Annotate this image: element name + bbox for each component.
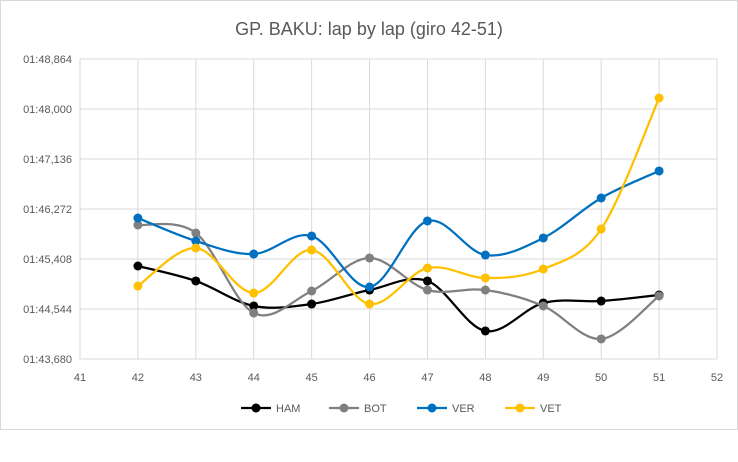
data-point-vet (422, 263, 432, 273)
legend-marker-ham (251, 403, 261, 413)
legend-marker-bot (339, 403, 349, 413)
x-tick-label: 41 (74, 372, 86, 384)
data-point-ham (133, 261, 143, 271)
chart-area: GP. BAKU: lap by lap (giro 42-51) 01:43,… (0, 0, 738, 430)
legend-marker-ver (427, 403, 437, 413)
x-tick-label: 47 (421, 372, 433, 384)
data-point-bot (191, 228, 201, 238)
x-tick-label: 45 (306, 372, 318, 384)
legend-label-bot: BOT (364, 403, 387, 415)
y-tick-label: 01:46,272 (23, 204, 72, 216)
series-line-ham (137, 264, 660, 333)
data-point-ver (480, 250, 490, 260)
y-tick-label: 01:48,000 (23, 104, 72, 116)
data-point-vet (654, 93, 664, 103)
data-point-bot (596, 334, 606, 344)
data-point-ver (654, 166, 664, 176)
data-point-bot (422, 285, 432, 295)
data-point-bot (365, 253, 375, 263)
data-point-vet (133, 281, 143, 291)
legend-label-vet: VET (540, 403, 562, 415)
x-tick-label: 43 (190, 372, 202, 384)
data-point-ham (249, 301, 259, 311)
data-point-ham (596, 296, 606, 306)
y-tick-label: 01:48,864 (23, 54, 72, 66)
chart-title: GP. BAKU: lap by lap (giro 42-51) (235, 19, 503, 39)
data-point-vet (365, 299, 375, 309)
x-tick-label: 51 (653, 372, 665, 384)
data-point-ham (191, 276, 201, 286)
data-point-ver (365, 282, 375, 292)
y-tick-label: 01:44,544 (23, 304, 72, 316)
data-point-bot (538, 301, 548, 311)
y-tick-label: 01:43,680 (23, 354, 72, 366)
data-point-vet (538, 264, 548, 274)
data-point-ver (422, 216, 432, 226)
x-tick-label: 52 (711, 372, 723, 384)
x-tick-label: 46 (363, 372, 375, 384)
x-tick-label: 49 (537, 372, 549, 384)
data-point-ham (480, 326, 490, 336)
data-point-vet (596, 224, 606, 234)
data-point-ham (307, 299, 317, 309)
x-tick-label: 48 (479, 372, 491, 384)
data-point-bot (654, 291, 664, 301)
legend-label-ver: VER (452, 403, 475, 415)
legend-label-ham: HAM (276, 403, 300, 415)
x-tick-label: 44 (248, 372, 260, 384)
series-line-ver (137, 169, 660, 289)
y-tick-label: 01:45,408 (23, 254, 72, 266)
data-point-ver (307, 231, 317, 241)
y-tick-label: 01:47,136 (23, 154, 72, 166)
data-point-vet (191, 243, 201, 253)
line-chart: GP. BAKU: lap by lap (giro 42-51) 01:43,… (23, 19, 723, 415)
data-point-ver (133, 213, 143, 223)
data-point-bot (133, 220, 143, 230)
series-line-vet (137, 97, 661, 306)
data-point-ver (596, 193, 606, 203)
data-point-vet (480, 273, 490, 283)
data-point-vet (249, 288, 259, 298)
data-point-ver (538, 233, 548, 243)
data-point-ver (249, 249, 259, 259)
data-point-ham (422, 276, 432, 286)
data-point-vet (307, 245, 317, 255)
x-tick-label: 50 (595, 372, 607, 384)
legend-marker-vet (515, 403, 525, 413)
data-point-bot (307, 286, 317, 296)
data-point-bot (249, 308, 259, 318)
data-point-bot (480, 285, 490, 295)
data-point-ver (191, 236, 201, 246)
x-tick-label: 42 (132, 372, 144, 384)
